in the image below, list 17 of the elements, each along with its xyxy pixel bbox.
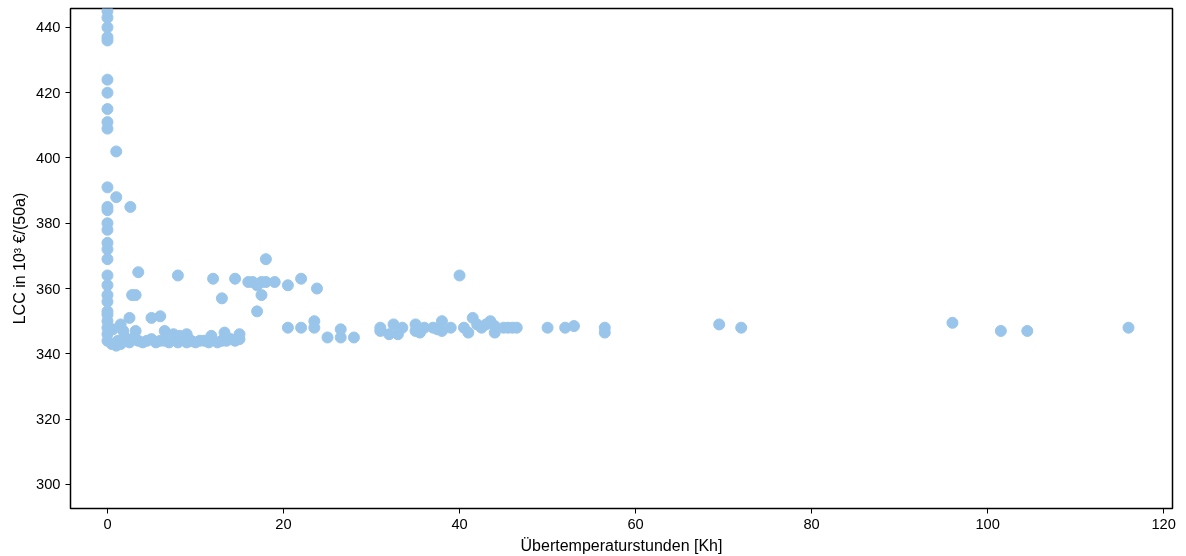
x-tick-label: 20: [275, 515, 292, 532]
y-tick-label: 440: [36, 19, 61, 36]
x-tick-label: 80: [803, 515, 820, 532]
y-tick-label: 340: [36, 345, 61, 362]
x-tick-label: 0: [103, 515, 112, 532]
x-tick-label: 60: [627, 515, 644, 532]
y-tick-label: 380: [36, 215, 61, 232]
x-tick-label: 100: [975, 515, 1000, 532]
x-tick-label: 40: [451, 515, 468, 532]
y-tick-label: 320: [36, 411, 61, 428]
y-tick-label: 300: [36, 476, 61, 493]
x-axis-title: Übertemperaturstunden [Kh]: [520, 536, 723, 554]
y-axis-title: LCC in 10³ €/(50a): [11, 192, 29, 325]
x-tick-label: 120: [1151, 515, 1176, 532]
y-tick-label: 420: [36, 84, 61, 101]
y-tick-label: 400: [36, 149, 61, 166]
y-tick-label: 360: [36, 280, 61, 297]
